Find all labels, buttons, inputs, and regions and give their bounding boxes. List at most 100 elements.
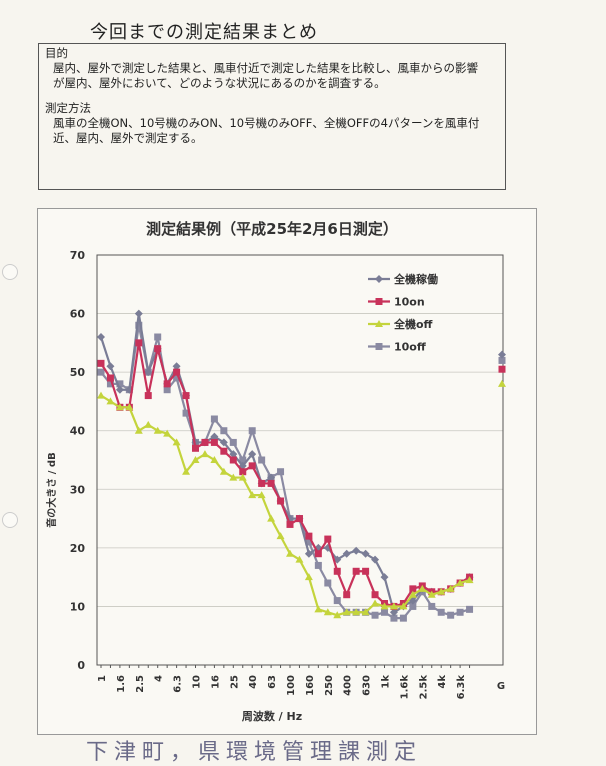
x-tick-label: 1.6k [399, 675, 410, 700]
y-tick-label: 70 [70, 249, 86, 262]
data-point [342, 549, 351, 558]
method-text: 風車の全機ON、10号機のみON、10号機のみOFF、全機OFFの4パターンを風… [53, 116, 480, 130]
data-point [135, 321, 143, 329]
data-point [219, 438, 228, 447]
legend-marker [375, 343, 383, 350]
x-tick-label: 1k [381, 675, 392, 689]
purpose-text: が屋内、屋外において、どのような状況にあるのかを調査する。 [53, 76, 386, 90]
x-tick-label: 2.5 [135, 675, 146, 693]
data-point [267, 514, 276, 522]
data-point [97, 368, 105, 376]
x-tick-label: 40 [248, 675, 259, 689]
data-point [447, 611, 455, 619]
punch-hole [2, 512, 18, 528]
data-point [437, 608, 445, 616]
method-heading: 測定方法 [45, 101, 91, 115]
x-tick-label-g: G [497, 681, 505, 692]
x-tick-label: 1.6 [116, 675, 127, 693]
series-line [100, 394, 470, 617]
legend-item: 全機off [368, 317, 433, 331]
data-point [192, 444, 199, 452]
y-tick-label: 60 [70, 308, 86, 321]
legend-item: 10off [368, 341, 426, 354]
data-point [106, 374, 114, 382]
x-tick-label: 63 [267, 675, 278, 689]
punch-hole [2, 264, 18, 280]
data-point [97, 359, 105, 367]
data-point-g [498, 356, 506, 364]
data-point [182, 409, 190, 417]
data-point [465, 576, 474, 584]
data-point [304, 573, 313, 581]
data-point [286, 549, 294, 557]
data-point [172, 438, 181, 446]
data-point [380, 573, 389, 582]
data-point [258, 456, 266, 464]
data-point [173, 374, 181, 382]
method-text: 近、屋内、屋外で測定する。 [53, 131, 203, 145]
data-point [163, 429, 172, 437]
data-point [154, 345, 162, 353]
series-3 [97, 321, 506, 622]
data-point [229, 456, 237, 464]
data-point [371, 591, 379, 599]
x-tick-label: 4k [437, 675, 448, 689]
data-point [248, 427, 256, 435]
x-tick-label: 630 [362, 675, 373, 696]
data-point [314, 561, 322, 569]
y-tick-label: 50 [70, 366, 86, 379]
x-tick-label: 250 [324, 675, 335, 696]
legend-label: 10off [394, 341, 426, 354]
data-point [399, 602, 408, 610]
data-point [456, 579, 465, 586]
data-point [106, 380, 114, 388]
legend-marker [375, 275, 383, 283]
data-point [134, 426, 143, 434]
data-point [182, 467, 191, 475]
data-point [172, 362, 181, 371]
x-tick-label: 16 [210, 675, 221, 689]
data-point [314, 550, 322, 558]
series-line [100, 342, 471, 608]
data-point [191, 456, 200, 463]
data-point [295, 555, 304, 563]
data-point [115, 403, 124, 411]
data-point [446, 584, 455, 592]
data-point-g [498, 350, 506, 359]
y-tick-label: 10 [70, 600, 86, 613]
data-point-g [498, 365, 506, 373]
data-point [238, 473, 247, 481]
y-tick-label: 30 [70, 483, 86, 496]
data-point [314, 605, 323, 613]
legend-item: 全機稼働 [368, 272, 438, 286]
plot-area-border [96, 254, 504, 666]
data-point [343, 591, 351, 599]
data-point [333, 611, 342, 619]
data-point [466, 605, 474, 613]
data-point [418, 584, 427, 592]
data-point [361, 549, 370, 558]
data-point [352, 608, 361, 616]
data-point [239, 468, 247, 476]
x-tick-label: 1 [97, 675, 108, 682]
data-point [267, 473, 276, 482]
legend-marker [375, 298, 383, 305]
data-point [342, 608, 351, 616]
x-tick-label: 100 [286, 675, 297, 696]
data-point [409, 602, 417, 610]
data-point [408, 590, 417, 598]
y-tick-label: 20 [70, 542, 86, 555]
legend-marker [375, 320, 383, 327]
legend-label: 10on [394, 296, 425, 309]
page-title: 今回までの測定結果まとめ [90, 22, 318, 43]
data-point [352, 567, 360, 575]
data-point [277, 497, 285, 505]
data-point [210, 415, 218, 423]
chart-title: 測定結果例（平成25年2月6日測定） [146, 220, 398, 238]
data-point [144, 420, 153, 428]
y-tick-label: 0 [77, 659, 85, 672]
data-point [399, 614, 407, 622]
series-1 [97, 339, 506, 610]
data-point [173, 368, 181, 376]
